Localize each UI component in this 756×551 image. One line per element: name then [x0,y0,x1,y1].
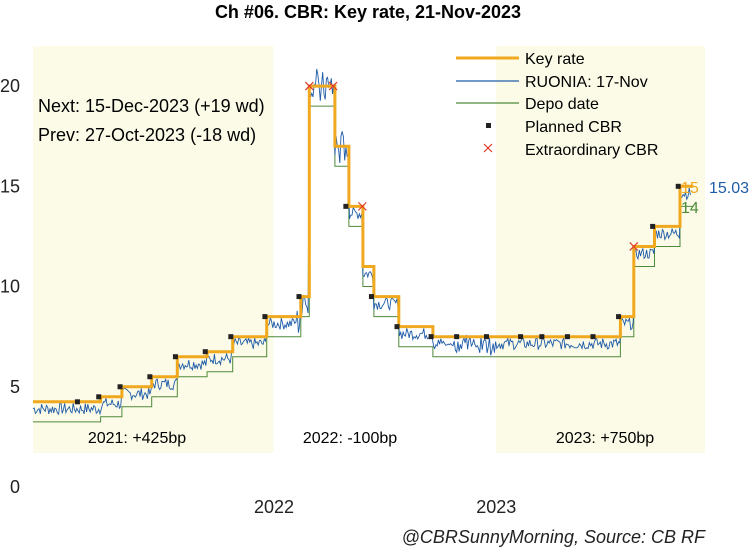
source-text: @CBRSunnyMorning, Source: CB RF [402,527,706,547]
legend-swatch-extraordinary [483,143,493,153]
extraordinary-cbr-marker-1 [328,81,338,91]
legend-label-ruonia: RUONIA: 17-Nov [525,74,648,91]
y-tick-label-5: 5 [10,377,20,397]
prev-meeting-text: Prev: 27-Oct-2023 (-18 wd) [38,125,256,145]
end-label-key-rate: 15 [681,180,699,197]
planned-cbr-marker-16 [539,334,545,340]
planned-cbr-marker-3 [147,374,153,380]
end-label-ruonia: 15.03 [709,180,749,197]
next-meeting-text: Next: 15-Dec-2023 (+19 wd) [38,96,265,116]
legend-label-extraordinary: Extraordinary CBR [525,142,658,159]
x-tick-label-2023: 2023 [476,497,516,517]
planned-cbr-marker-11 [394,324,400,330]
planned-cbr-marker-7 [262,314,268,320]
y-tick-label-15: 15 [0,176,20,196]
planned-cbr-marker-14 [483,334,489,340]
shade-period-1 [496,46,705,453]
extraordinary-cbr-marker-0 [304,81,314,91]
extraordinary-cbr-marker-2 [357,201,367,211]
planned-cbr-marker-2 [117,384,123,390]
planned-cbr-marker-0 [74,399,80,405]
planned-cbr-marker-18 [590,334,596,340]
shade-period-0 [33,46,274,453]
legend: Key rate RUONIA: 17-Nov Depo date Planne… [456,51,658,159]
end-label-depo: 14 [681,200,699,217]
planned-cbr-marker-5 [202,349,208,355]
year-label-2022: 2022: -100bp [303,430,397,447]
legend-label-key-rate: Key rate [525,51,585,68]
legend-label-depo: Depo date [525,96,599,113]
legend-label-planned: Planned CBR [525,119,622,136]
series-line-key-rate [33,84,694,404]
y-tick-label-20: 20 [0,76,20,96]
planned-cbr-marker-9 [343,203,349,209]
planned-cbr-marker-8 [296,294,302,300]
year-label-2023: 2023: +750bp [556,430,654,447]
planned-cbr-marker-20 [650,223,656,229]
y-tick-label-10: 10 [0,277,20,297]
x-tick-label-2022: 2022 [254,497,294,517]
chart-title: Ch #06. CBR: Key rate, 21-Nov-2023 [215,2,521,22]
planned-cbr-marker-6 [228,334,234,340]
planned-cbr-marker-17 [564,334,570,340]
planned-cbr-marker-15 [518,334,524,340]
extraordinary-cbr-marker-3 [629,242,639,251]
planned-cbr-marker-10 [368,294,374,300]
year-label-2021: 2021: +425bp [88,430,186,447]
y-tick-label-0: 0 [10,477,20,497]
planned-cbr-marker-4 [172,354,178,360]
planned-cbr-marker-12 [428,334,434,340]
planned-cbr-marker-19 [616,314,622,320]
planned-cbr-marker-13 [454,334,460,340]
planned-cbr-marker-1 [96,394,102,400]
legend-swatch-planned [486,123,491,128]
planned-cbr-marker-21 [675,183,681,189]
